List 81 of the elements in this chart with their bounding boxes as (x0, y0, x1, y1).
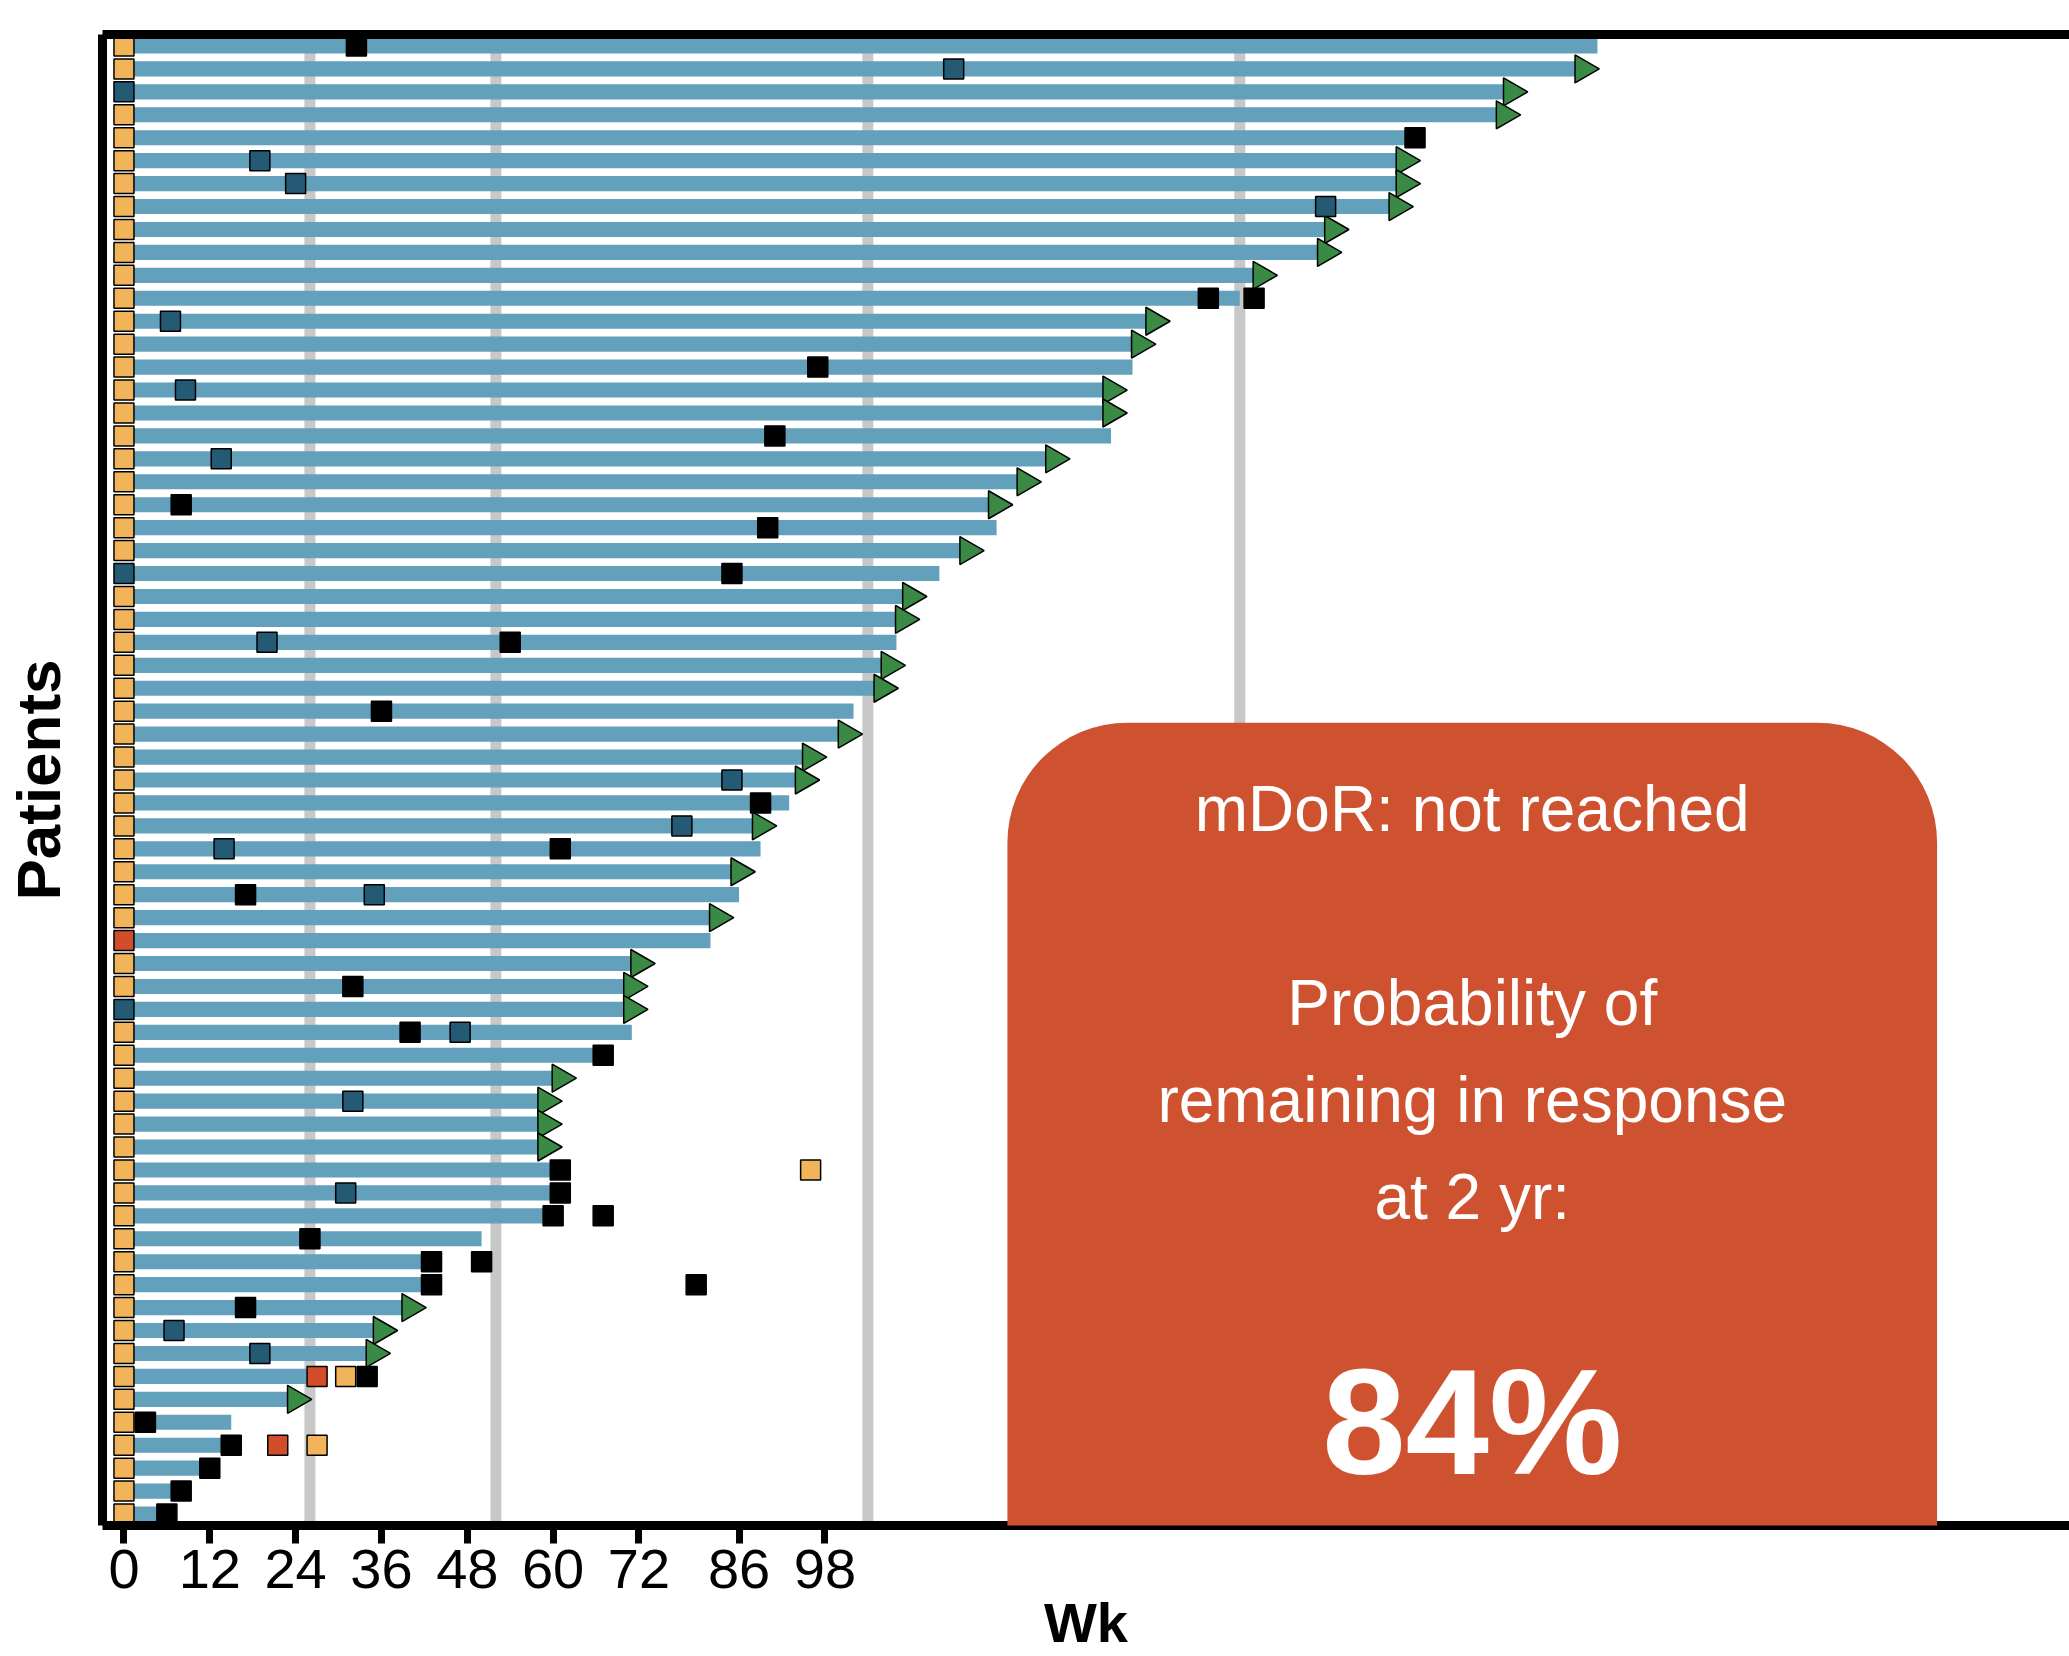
x-axis-title: Wk (1044, 1590, 1129, 1654)
point (1130, 329, 1157, 359)
point (306, 1434, 328, 1456)
point (470, 1250, 493, 1273)
point (592, 1044, 614, 1067)
point (592, 1205, 614, 1227)
x-tick-label: 12 (178, 1536, 241, 1600)
point (1044, 444, 1071, 474)
x-tick-label: 36 (350, 1536, 413, 1600)
point (220, 1434, 242, 1456)
point (1102, 398, 1128, 428)
point (721, 562, 743, 585)
point (306, 1365, 328, 1388)
point (234, 1296, 257, 1319)
point (1145, 306, 1171, 336)
point (356, 1365, 378, 1388)
point (756, 516, 779, 539)
point (420, 1250, 443, 1273)
y-axis-title: Patients (3, 659, 73, 901)
point (549, 838, 572, 860)
point (342, 975, 364, 998)
point (1252, 260, 1279, 291)
x-tick-label: 72 (607, 1536, 671, 1600)
point (749, 792, 772, 814)
point (174, 379, 197, 401)
point (671, 815, 693, 837)
x-tick-label: 98 (793, 1536, 857, 1600)
point (1395, 168, 1422, 199)
point (987, 489, 1014, 520)
point (685, 1273, 707, 1296)
point (1574, 54, 1601, 84)
point (249, 149, 271, 172)
point (799, 1159, 822, 1181)
point (334, 1365, 357, 1388)
annotation: remaining in response (1157, 1064, 1788, 1137)
point (1388, 191, 1415, 222)
point (363, 883, 386, 906)
point (299, 1228, 321, 1250)
point (894, 604, 921, 635)
x-tick-label: 48 (436, 1536, 499, 1600)
point (256, 631, 278, 654)
annotation: at 2 yr: (1374, 1161, 1571, 1234)
point (249, 1342, 271, 1365)
point (342, 1090, 364, 1112)
point (549, 1182, 572, 1204)
point (499, 631, 521, 654)
point (266, 1434, 289, 1456)
point (210, 448, 232, 470)
x-tick-label: 0 (108, 1536, 140, 1600)
point (764, 425, 786, 447)
point (199, 1457, 221, 1479)
point (370, 700, 393, 722)
point (549, 1159, 572, 1181)
point (721, 769, 743, 791)
annotation: Probability of (1287, 967, 1658, 1040)
point (542, 1205, 564, 1227)
point (134, 1411, 157, 1434)
point (399, 1021, 421, 1044)
point (1323, 214, 1350, 245)
point (449, 1021, 471, 1044)
point (959, 535, 985, 566)
point (1502, 77, 1529, 107)
point (1495, 100, 1522, 130)
annotation: mDoR: not reached (1194, 772, 1750, 845)
point (901, 581, 928, 612)
annotation: 84% (1322, 1338, 1623, 1507)
point (163, 1319, 185, 1342)
point (1016, 467, 1043, 497)
point (284, 172, 307, 195)
point (170, 493, 192, 516)
x-tick-label: 60 (521, 1536, 585, 1600)
point (159, 310, 182, 332)
point (334, 1182, 357, 1204)
x-tick-label: 86 (707, 1536, 771, 1600)
point (234, 883, 257, 906)
point (420, 1273, 443, 1296)
point (213, 838, 235, 860)
point (1316, 237, 1343, 268)
point (807, 356, 829, 378)
point (170, 1480, 192, 1502)
x-tick-label: 24 (264, 1536, 327, 1600)
